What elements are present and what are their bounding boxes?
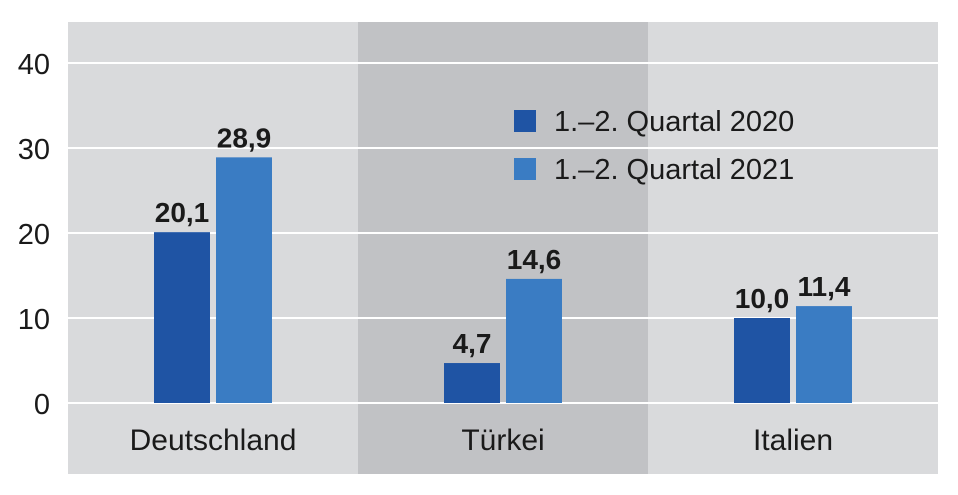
- y-tick-label: 30: [18, 134, 50, 166]
- legend-swatch: [514, 158, 536, 180]
- bar-2020: [444, 363, 500, 403]
- legend: 1.–2. Quartal 2020 1.–2. Quartal 2021: [514, 106, 794, 186]
- bars: [154, 157, 852, 403]
- y-tick-label: 40: [18, 49, 50, 81]
- category-label: Deutschland: [130, 424, 297, 457]
- category-band: [358, 22, 648, 474]
- category-band: [68, 22, 358, 474]
- legend-label: 1.–2. Quartal 2020: [554, 106, 794, 138]
- bar-2020: [154, 232, 210, 403]
- bar-2020: [734, 318, 790, 403]
- category-band: [648, 22, 938, 474]
- bar-2021: [506, 278, 562, 403]
- data-label: 14,6: [507, 244, 562, 275]
- y-tick-label: 10: [18, 304, 50, 336]
- data-labels: 20,1 28,9 4,7 14,6 10,0 11,4: [155, 122, 851, 359]
- y-tick-label: 20: [18, 219, 50, 251]
- legend-label: 1.–2. Quartal 2021: [554, 154, 794, 186]
- data-label: 11,4: [798, 271, 851, 302]
- data-label: 28,9: [217, 122, 272, 153]
- category-bands: [68, 22, 938, 474]
- legend-swatch: [514, 110, 536, 132]
- gridlines: [68, 62, 938, 404]
- category-label: Italien: [753, 424, 833, 457]
- category-label: Türkei: [461, 424, 544, 457]
- bar-2021: [796, 306, 852, 403]
- data-label: 20,1: [155, 197, 210, 228]
- x-axis-categories: Deutschland Türkei Italien: [130, 424, 833, 457]
- bar-2021: [216, 157, 272, 403]
- y-tick-label: 0: [34, 389, 50, 421]
- y-axis-ticks: 0 10 20 30 40: [18, 49, 50, 421]
- data-label: 10,0: [735, 283, 790, 314]
- data-label: 4,7: [453, 328, 492, 359]
